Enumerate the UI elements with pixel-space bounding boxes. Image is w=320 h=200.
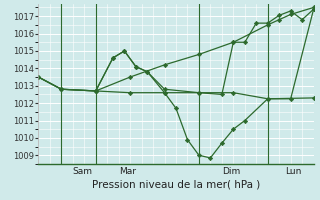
Text: Sam: Sam [73,167,93,176]
Text: Lun: Lun [285,167,301,176]
Text: Pression niveau de la mer( hPa ): Pression niveau de la mer( hPa ) [92,180,260,190]
Text: Mar: Mar [119,167,136,176]
Text: Dim: Dim [222,167,240,176]
